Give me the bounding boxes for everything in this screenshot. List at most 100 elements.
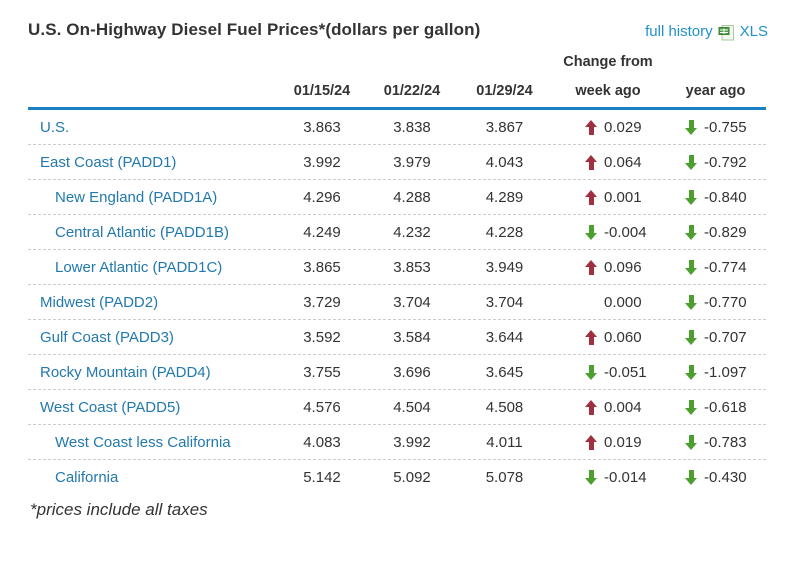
region-link[interactable]: East Coast (PADD1) (40, 153, 177, 171)
price-value: 4.508 (485, 398, 524, 416)
change-arrow-icon (585, 259, 598, 275)
price-value: 3.729 (303, 293, 341, 311)
year-change-cell: -0.755 (665, 119, 766, 136)
price-value: 4.011 (486, 433, 523, 451)
year-change-cell: -0.774 (665, 259, 766, 276)
change-arrow-icon (585, 189, 598, 205)
table-row: California 5.142 5.092 5.078 -0.014 -0.4… (28, 460, 766, 495)
week-ago-column-header: week ago (575, 83, 641, 99)
price-value: 4.232 (393, 223, 431, 241)
week-change-cell: 0.096 (551, 259, 665, 276)
change-arrow-icon (585, 224, 598, 240)
year-change-cell: -0.783 (665, 434, 766, 451)
price-value: 3.979 (393, 153, 431, 171)
change-arrow-icon (585, 329, 598, 345)
change-arrow-icon (585, 119, 598, 135)
week-change-cell: 0.060 (551, 329, 665, 346)
year-change-cell: -0.707 (665, 329, 766, 346)
region-column-header (28, 99, 278, 107)
year-change-cell: -0.840 (665, 189, 766, 206)
price-value: 5.142 (303, 469, 341, 486)
xls-link[interactable]: XLS (739, 23, 768, 40)
group-header-row: Change from (28, 43, 766, 70)
change-arrow-icon (685, 259, 698, 275)
change-arrow-icon (585, 399, 598, 415)
change-arrow-icon (685, 329, 698, 345)
table-row: U.S. 3.863 3.838 3.867 0.029 -0.755 (28, 110, 766, 145)
table-row: West Coast less California 4.083 3.992 4… (28, 425, 766, 460)
price-value: 3.755 (303, 363, 341, 381)
change-arrow-icon (685, 154, 698, 170)
week-change-value: -0.004 (604, 223, 647, 241)
price-value: 3.592 (303, 328, 341, 346)
change-arrow-icon (685, 399, 698, 415)
price-value: 4.504 (393, 398, 431, 416)
year-change-value: -0.430 (704, 469, 747, 486)
year-change-value: -0.618 (704, 398, 747, 416)
price-value: 4.083 (303, 433, 341, 451)
price-value: 4.043 (485, 153, 524, 171)
price-value: 3.645 (485, 363, 524, 381)
year-change-value: -0.770 (704, 293, 747, 311)
week-change-value: -0.051 (604, 363, 647, 381)
price-value: 3.696 (393, 363, 431, 381)
price-value: 3.853 (393, 258, 431, 276)
week-change-value: 0.019 (604, 433, 642, 451)
region-link[interactable]: California (55, 469, 119, 486)
year-change-value: -1.097 (704, 363, 747, 381)
price-value: 3.949 (485, 258, 524, 276)
change-arrow-icon (685, 119, 698, 135)
year-change-cell: -0.792 (665, 154, 766, 171)
week-change-value: 0.004 (604, 398, 642, 416)
year-change-value: -0.783 (704, 433, 747, 451)
year-change-value: -0.707 (704, 328, 747, 346)
xls-spreadsheet-icon[interactable] (718, 24, 735, 41)
region-link[interactable]: U.S. (40, 118, 70, 136)
week-change-value: 0.096 (604, 258, 642, 276)
year-change-value: -0.829 (704, 223, 747, 241)
week-change-value: 0.060 (604, 328, 642, 346)
header-links: full history XLS (645, 21, 768, 43)
year-change-value: -0.840 (704, 188, 747, 206)
region-link[interactable]: West Coast less California (55, 433, 231, 451)
date-column-header: 01/15/24 (293, 83, 351, 99)
price-value: 3.644 (485, 328, 524, 346)
change-arrow-icon (685, 364, 698, 380)
region-link[interactable]: Central Atlantic (PADD1B) (55, 223, 229, 241)
week-change-cell: 0.064 (551, 154, 665, 171)
price-value: 3.992 (393, 433, 431, 451)
date-column-header: 01/22/24 (383, 83, 441, 99)
year-change-value: -0.792 (704, 153, 747, 171)
week-change-cell: 0.029 (551, 119, 665, 136)
price-value: 5.092 (393, 469, 431, 486)
price-value: 3.838 (393, 118, 431, 136)
change-arrow-icon (585, 154, 598, 170)
region-link[interactable]: Midwest (PADD2) (40, 293, 159, 311)
region-link[interactable]: New England (PADD1A) (55, 188, 218, 206)
year-change-cell: -0.618 (665, 399, 766, 416)
region-link[interactable]: Gulf Coast (PADD3) (40, 328, 174, 346)
region-link[interactable]: Lower Atlantic (PADD1C) (55, 258, 223, 276)
region-link[interactable]: West Coast (PADD5) (40, 398, 181, 416)
change-arrow-icon (685, 470, 698, 485)
week-change-cell: -0.014 (551, 469, 665, 486)
price-value: 3.865 (303, 258, 341, 276)
change-arrow-icon (685, 224, 698, 240)
change-arrow-icon (585, 434, 598, 450)
year-change-value: -0.774 (704, 258, 747, 276)
week-change-value: 0.029 (604, 118, 642, 136)
price-value: 4.288 (393, 188, 431, 206)
price-value: 3.584 (393, 328, 431, 346)
full-history-link[interactable]: full history (645, 23, 713, 40)
date-column-header: 01/29/24 (476, 83, 533, 99)
week-change-cell: -0.051 (551, 364, 665, 381)
price-value: 4.576 (303, 398, 341, 416)
table-row: Central Atlantic (PADD1B) 4.249 4.232 4.… (28, 215, 766, 250)
region-link[interactable]: Rocky Mountain (PADD4) (40, 363, 211, 381)
table-row: East Coast (PADD1) 3.992 3.979 4.043 0.0… (28, 145, 766, 180)
week-change-value: 0.001 (604, 188, 642, 206)
price-value: 3.704 (485, 293, 524, 311)
year-change-value: -0.755 (704, 118, 747, 136)
price-value: 4.289 (485, 188, 524, 206)
price-value: 5.078 (485, 469, 524, 486)
